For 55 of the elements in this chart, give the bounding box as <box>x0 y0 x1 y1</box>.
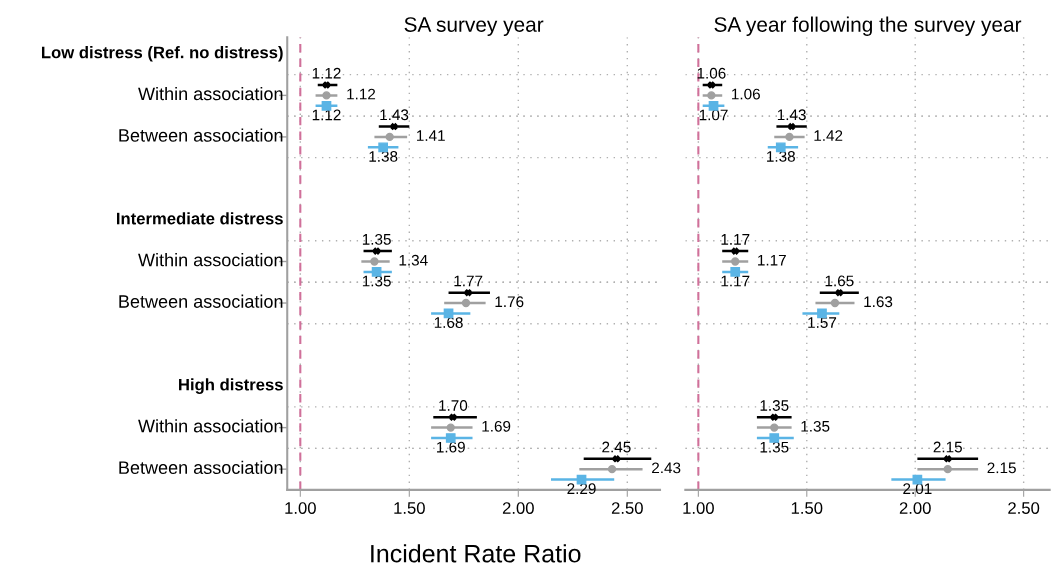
data-label: 1.43 <box>380 109 409 121</box>
data-label: 1.35 <box>801 420 830 432</box>
data-label: 1.43 <box>777 109 806 121</box>
data-label: 2.15 <box>933 441 962 453</box>
data-label: 2.45 <box>602 441 631 453</box>
data-label: 2.29 <box>567 483 596 495</box>
chart-title: SA year following the survey year <box>714 16 1022 37</box>
data-label: 1.35 <box>362 275 391 287</box>
x-tick-label: 2.50 <box>1008 502 1040 514</box>
y-tick-label: Low distress (Ref. no distress) <box>41 46 283 62</box>
chart-title: SA survey year <box>404 17 544 37</box>
x-tick-label: 1.50 <box>791 502 823 514</box>
x-tick-label: 2.00 <box>899 502 931 514</box>
y-tick-label: Between association <box>119 128 283 142</box>
data-label: 1.41 <box>417 130 445 141</box>
y-tick-label: Intermediate distress <box>116 212 283 225</box>
data-label: 1.68 <box>434 317 463 328</box>
x-tick-label: 2.00 <box>502 502 534 514</box>
data-label: 1.17 <box>721 275 750 287</box>
data-label: 1.76 <box>495 296 524 308</box>
data-label: 1.12 <box>347 88 376 100</box>
data-label: 1.69 <box>437 441 465 453</box>
x-tick-label: 1.50 <box>394 502 425 514</box>
y-tick-label: Between association <box>119 460 283 474</box>
data-label: 1.77 <box>454 275 483 287</box>
data-label: 1.63 <box>864 296 893 308</box>
data-label: 1.35 <box>760 441 789 453</box>
data-label: 1.35 <box>362 233 391 245</box>
x-tick-label: 1.00 <box>683 502 714 514</box>
y-tick-label: Between association <box>119 294 283 308</box>
data-label: 1.35 <box>760 400 789 411</box>
data-label: 1.17 <box>721 234 750 245</box>
data-label: 1.70 <box>439 400 468 411</box>
y-tick-label: Within association <box>138 86 283 101</box>
data-label: 1.17 <box>758 254 786 266</box>
data-label: 1.65 <box>825 275 854 287</box>
data-label: 1.38 <box>369 151 398 162</box>
data-label: 1.12 <box>312 67 341 79</box>
data-label: 2.01 <box>903 483 932 495</box>
data-label: 1.34 <box>399 254 428 266</box>
x-tick-label: 2.50 <box>611 502 643 514</box>
y-tick-label: Within association <box>138 419 283 433</box>
data-label: 1.38 <box>767 151 795 162</box>
data-label: 1.69 <box>482 420 511 432</box>
data-label: 2.15 <box>987 462 1016 474</box>
data-label: 1.07 <box>699 109 728 121</box>
x-tick-label: 1.00 <box>285 502 316 514</box>
data-label: 1.06 <box>732 88 760 100</box>
data-label: 2.43 <box>652 462 681 474</box>
data-label: 1.12 <box>312 109 341 121</box>
y-tick-label: High distress <box>179 378 283 394</box>
y-tick-label: Within association <box>138 253 283 267</box>
data-label: 1.42 <box>814 130 843 141</box>
data-label: 1.06 <box>697 67 726 79</box>
x-axis-title: Incident Rate Ratio <box>371 544 581 563</box>
